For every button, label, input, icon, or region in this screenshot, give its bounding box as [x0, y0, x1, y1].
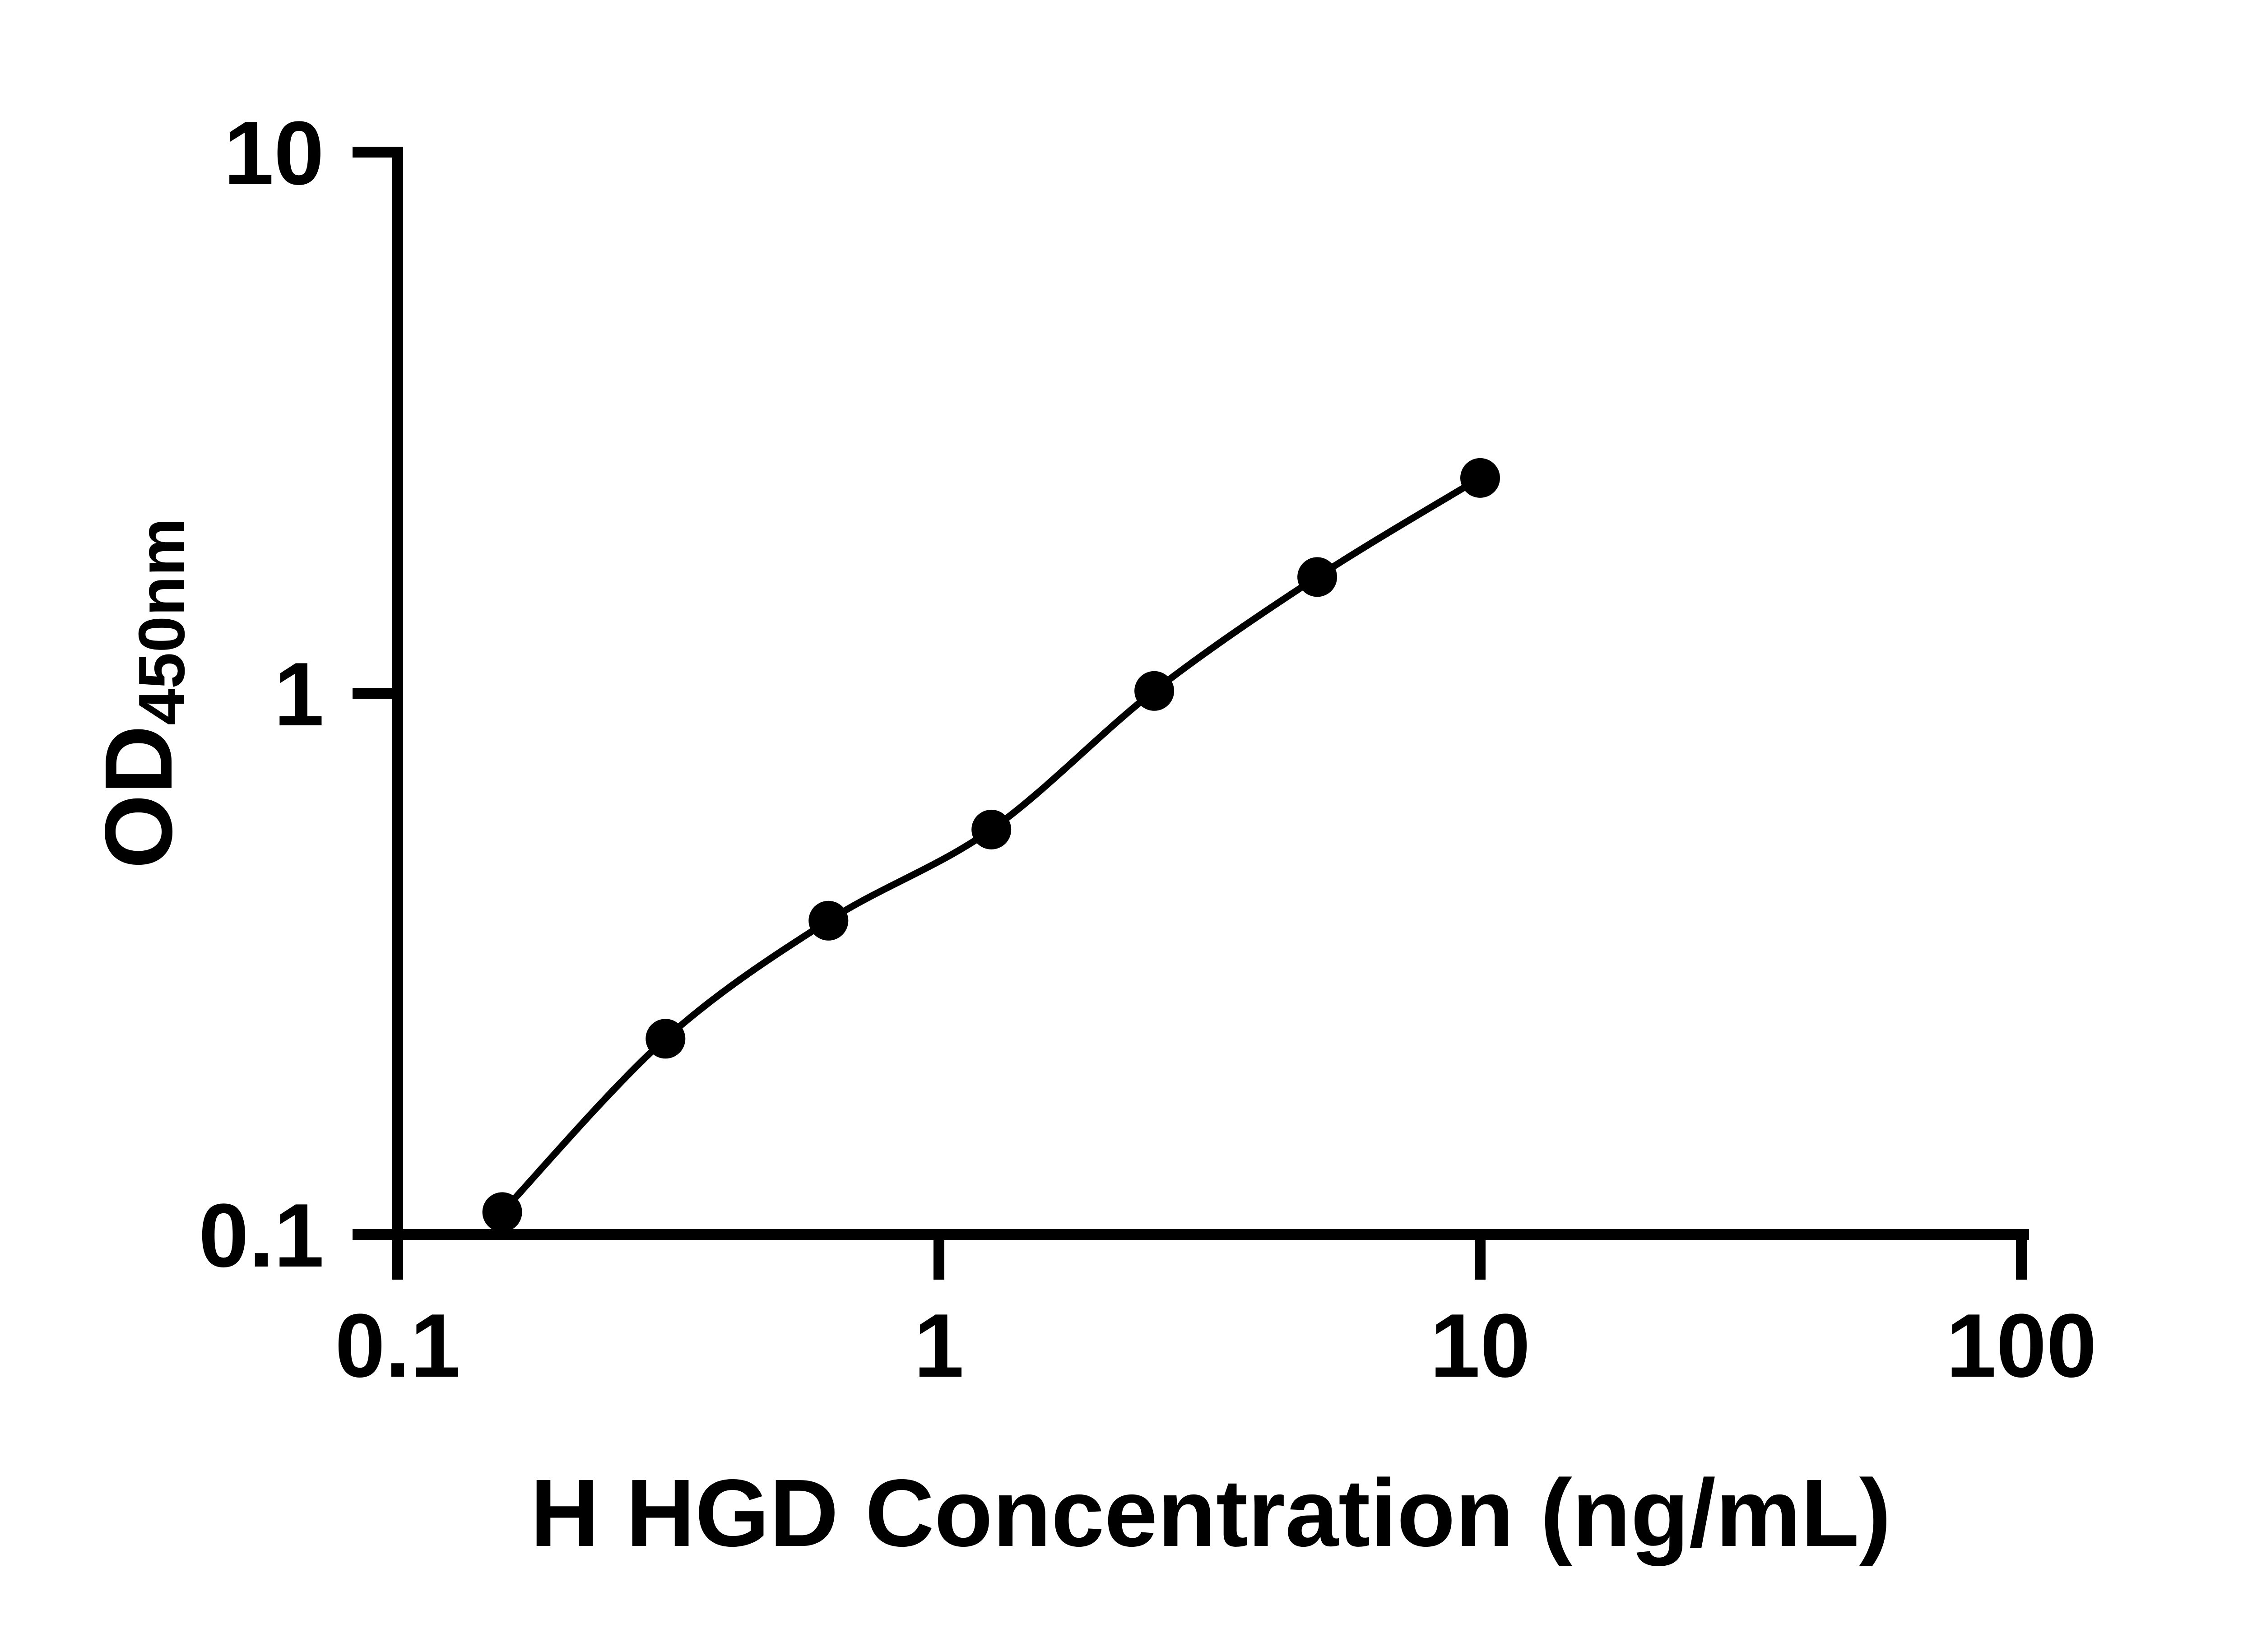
data-point	[482, 1192, 522, 1232]
y-axis-title: OD450nm	[85, 518, 198, 868]
x-tick	[933, 1240, 944, 1280]
x-tick	[392, 1240, 403, 1280]
y-tick-label: 0.1	[199, 1185, 324, 1286]
x-tick-label: 10	[1430, 1295, 1530, 1396]
y-tick	[353, 147, 392, 158]
x-tick-label: 0.1	[335, 1295, 460, 1396]
y-tick	[353, 1229, 392, 1240]
axes	[392, 147, 2029, 1240]
x-tick-label: 1	[914, 1295, 964, 1396]
x-tick	[2016, 1240, 2027, 1280]
data-point	[646, 1019, 686, 1059]
x-axis-title: H HGD Concentration (ng/mL)	[530, 1459, 1891, 1566]
data-point	[971, 809, 1012, 849]
y-tick	[353, 688, 392, 699]
y-axis-ticks: 0.1 1 10	[199, 103, 392, 1286]
y-axis-title-subscript: 450nm	[125, 518, 198, 725]
data-points-group	[482, 458, 1500, 1232]
x-axis-line	[392, 1229, 2029, 1240]
y-axis-line	[392, 147, 403, 1240]
x-tick-label: 100	[1946, 1295, 2097, 1396]
x-axis-ticks: 0.1 1 10 100	[335, 1240, 2097, 1396]
y-axis-title-main: OD	[85, 725, 192, 869]
y-tick-label: 1	[274, 644, 324, 745]
data-point	[1134, 671, 1175, 711]
data-point	[808, 900, 849, 941]
data-point	[1460, 458, 1500, 498]
x-tick	[1475, 1240, 1486, 1280]
y-tick-label: 10	[224, 103, 324, 204]
data-point	[1297, 557, 1337, 597]
